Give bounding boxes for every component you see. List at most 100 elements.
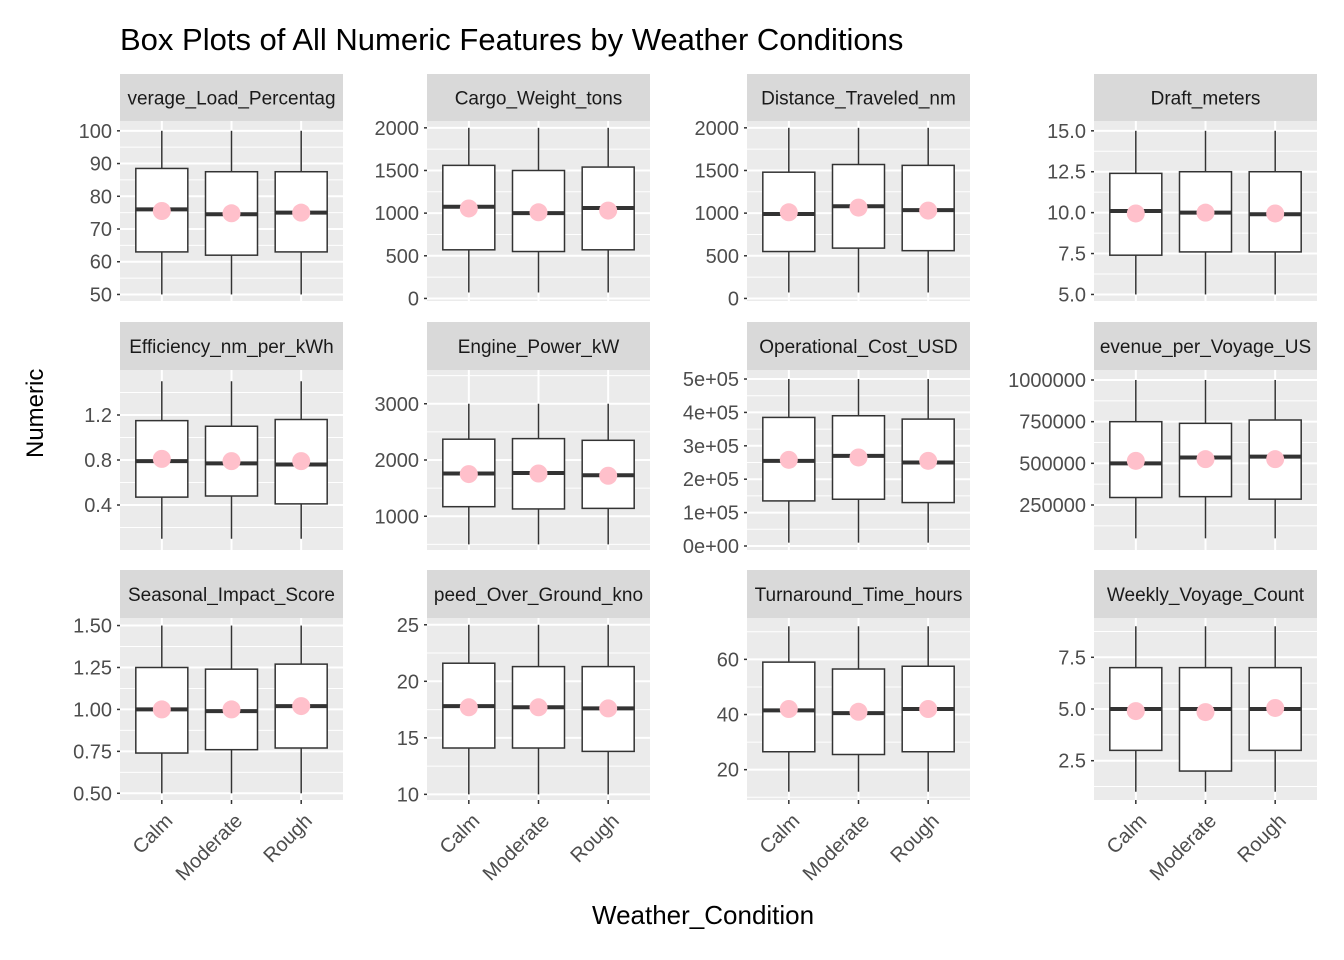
mean-point — [1196, 203, 1215, 222]
y-tick-label: 3e+05 — [683, 436, 739, 458]
facet-strip-label: evenue_per_Voyage_US — [1100, 337, 1311, 358]
mean-point — [292, 452, 311, 471]
mean-point — [529, 698, 548, 717]
mean-point — [849, 702, 868, 721]
y-tick-label: 100 — [79, 121, 112, 143]
facet-strip — [120, 570, 343, 618]
mean-point — [222, 452, 241, 471]
y-tick-label: 0.50 — [73, 783, 112, 805]
mean-point — [779, 450, 798, 469]
y-tick-label: 20 — [397, 671, 419, 693]
y-tick-label: 250000 — [1019, 495, 1086, 517]
x-tick-label: Rough — [886, 810, 943, 867]
x-tick-label: Rough — [1233, 810, 1290, 867]
facet-strip-label: Distance_Traveled_nm — [761, 89, 956, 110]
facet-strip — [747, 570, 970, 618]
facet-panel: Weekly_Voyage_Count 2.5 5.0 7.5 CalmModerate… — [1058, 570, 1317, 885]
y-tick-label: 60 — [90, 252, 112, 274]
mean-point — [1126, 451, 1145, 470]
x-tick-label: Calm — [129, 810, 178, 859]
mean-point — [1266, 698, 1285, 717]
facet-strip — [747, 74, 970, 121]
y-tick-label: 0 — [408, 288, 419, 310]
mean-point — [222, 204, 241, 223]
mean-point — [1196, 703, 1215, 722]
facet-panel: Draft_meters 5.0 7.5 10.0 12.5 15.0 — [1047, 74, 1317, 306]
y-tick-label: 2000 — [695, 118, 740, 140]
facet-strip-label: Cargo_Weight_tons — [455, 89, 623, 110]
y-tick-label: 1500 — [375, 160, 420, 182]
y-tick-label: 500 — [386, 246, 419, 268]
y-tick-label: 1000 — [375, 203, 420, 225]
y-tick-label: 1.50 — [73, 616, 112, 638]
y-tick-label: 0.4 — [84, 495, 112, 517]
facet-panel: peed_Over_Ground_kno 10 15 20 25 CalmModerate… — [397, 570, 650, 885]
mean-point — [292, 697, 311, 716]
facet-strip-label: Efficiency_nm_per_kWh — [129, 337, 334, 358]
y-tick-label: 0e+00 — [683, 536, 739, 558]
mean-point — [919, 201, 938, 220]
x-tick-label: Rough — [566, 810, 623, 867]
y-tick-label: 1e+05 — [683, 503, 739, 525]
mean-point — [919, 700, 938, 718]
facet-strip — [120, 322, 343, 370]
facet-panel: Engine_Power_kW 1000 2000 3000 — [375, 322, 650, 550]
y-tick-label: 0.75 — [73, 741, 112, 763]
y-tick-label: 5.0 — [1058, 284, 1086, 306]
y-tick-label: 1000 — [695, 203, 740, 225]
facet-strip — [120, 74, 343, 121]
mean-point — [152, 449, 171, 468]
y-tick-label: 10.0 — [1047, 203, 1086, 225]
box — [1178, 422, 1233, 498]
facet-panel: Distance_Traveled_nm 0 500 1000 1500 2000 — [695, 74, 970, 310]
facet-panel: Operational_Cost_USD 0e+00 1e+05 2e+05 3e+05… — [683, 322, 970, 558]
mean-point — [849, 198, 868, 217]
facet-strip — [1094, 570, 1317, 618]
facet-strip — [747, 322, 970, 370]
facet-strip — [427, 322, 650, 370]
mean-point — [849, 448, 868, 467]
mean-point — [1266, 450, 1285, 469]
mean-point — [779, 700, 798, 718]
y-tick-label: 1.2 — [84, 405, 112, 427]
x-tick-label: Rough — [259, 810, 316, 867]
mean-point — [599, 466, 618, 485]
facet-panel: Efficiency_nm_per_kWh 0.4 0.8 1.2 — [84, 322, 343, 550]
y-tick-label: 0.8 — [84, 450, 112, 472]
facet-strip-label: Weekly_Voyage_Count — [1107, 585, 1305, 606]
facet-strip-label: Draft_meters — [1151, 89, 1261, 110]
facet-strip — [1094, 322, 1317, 370]
y-tick-label: 1.00 — [73, 699, 112, 721]
facet-strip — [1094, 74, 1317, 121]
y-tick-label: 70 — [90, 219, 112, 241]
mean-point — [459, 465, 478, 484]
x-tick-label: Moderate — [1146, 810, 1221, 885]
y-tick-label: 500000 — [1019, 453, 1086, 475]
box — [135, 419, 189, 498]
y-tick-label: 1000000 — [1008, 370, 1086, 392]
y-tick-label: 90 — [90, 154, 112, 176]
y-tick-label: 5e+05 — [683, 369, 739, 391]
mean-point — [599, 699, 618, 718]
facet-strip-label: Operational_Cost_USD — [759, 337, 958, 358]
y-tick-label: 12.5 — [1047, 162, 1086, 184]
mean-point — [1196, 450, 1215, 469]
y-tick-label: 40 — [717, 705, 739, 727]
y-tick-label: 15 — [397, 728, 419, 750]
box — [1248, 170, 1302, 253]
mean-point — [1126, 702, 1145, 721]
mean-point — [292, 203, 311, 222]
y-tick-label: 7.5 — [1058, 244, 1086, 266]
y-tick-label: 1000 — [375, 506, 420, 528]
mean-point — [529, 464, 548, 483]
y-tick-label: 4e+05 — [683, 402, 739, 424]
mean-point — [459, 698, 478, 717]
x-axis-label: Weather_Condition — [592, 900, 815, 930]
y-tick-label: 2e+05 — [683, 469, 739, 491]
facet-strip-label: Turnaround_Time_hours — [755, 585, 963, 606]
mean-point — [222, 700, 241, 719]
x-tick-label: Calm — [756, 810, 805, 859]
mean-point — [1266, 204, 1285, 223]
y-tick-label: 80 — [90, 186, 112, 208]
